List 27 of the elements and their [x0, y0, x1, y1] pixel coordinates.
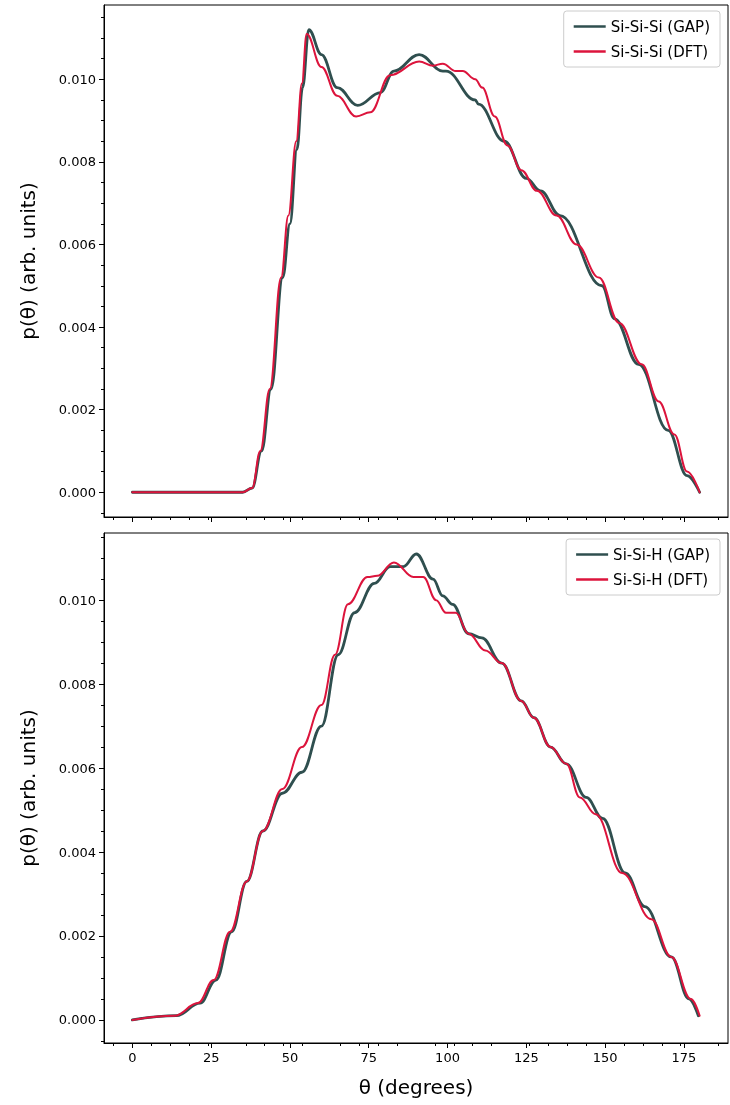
- x-tick-label: 125: [513, 1050, 539, 1065]
- y-axis-title: p(θ) (arb. units): [16, 709, 40, 867]
- y-tick-label: 0.002: [58, 402, 96, 418]
- y-tick-label: 0.010: [58, 71, 96, 87]
- y-tick-label: 0.002: [58, 928, 96, 944]
- x-tick-label: 50: [281, 1050, 299, 1065]
- x-axis-title: θ (degrees): [358, 1075, 474, 1099]
- y-tick-label: 0.004: [58, 844, 96, 860]
- x-tick-label: 25: [202, 1050, 220, 1065]
- legend-label: Si-Si-H (GAP): [613, 545, 711, 564]
- x-tick-label: 0: [128, 1050, 137, 1065]
- legend-label: Si-Si-Si (DFT): [610, 42, 709, 61]
- y-tick-label: 0.006: [58, 760, 96, 776]
- y-tick-label: 0.008: [58, 154, 96, 170]
- y-tick-label: 0.000: [58, 1012, 96, 1028]
- x-tick-label: 75: [360, 1050, 377, 1065]
- y-tick-label: 0.010: [58, 592, 96, 608]
- x-tick-label: 100: [435, 1050, 460, 1065]
- x-tick-label: 150: [592, 1050, 618, 1065]
- y-tick-label: 0.004: [58, 319, 96, 335]
- y-axis-title: p(θ) (arb. units): [16, 182, 40, 340]
- y-tick-label: 0.000: [58, 484, 96, 500]
- y-tick-label: 0.008: [58, 676, 96, 692]
- y-tick-label: 0.006: [58, 236, 96, 252]
- x-tick-label: 175: [671, 1050, 697, 1065]
- legend-label: Si-Si-H (DFT): [613, 570, 709, 589]
- legend-label: Si-Si-Si (GAP): [610, 17, 710, 36]
